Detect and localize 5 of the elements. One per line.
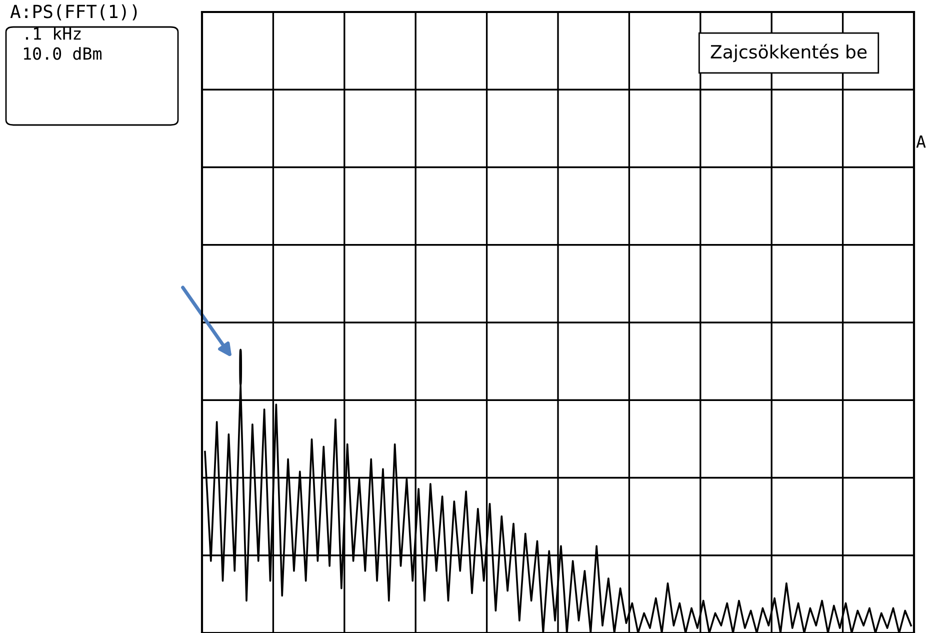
text: 10.0 dBm [24,46,102,60]
text: A:PS(FFT(1)) [10,4,137,20]
text: Zajcsökkentés be [710,44,867,62]
text: .1 kHz [26,26,81,40]
text: A [916,135,926,148]
